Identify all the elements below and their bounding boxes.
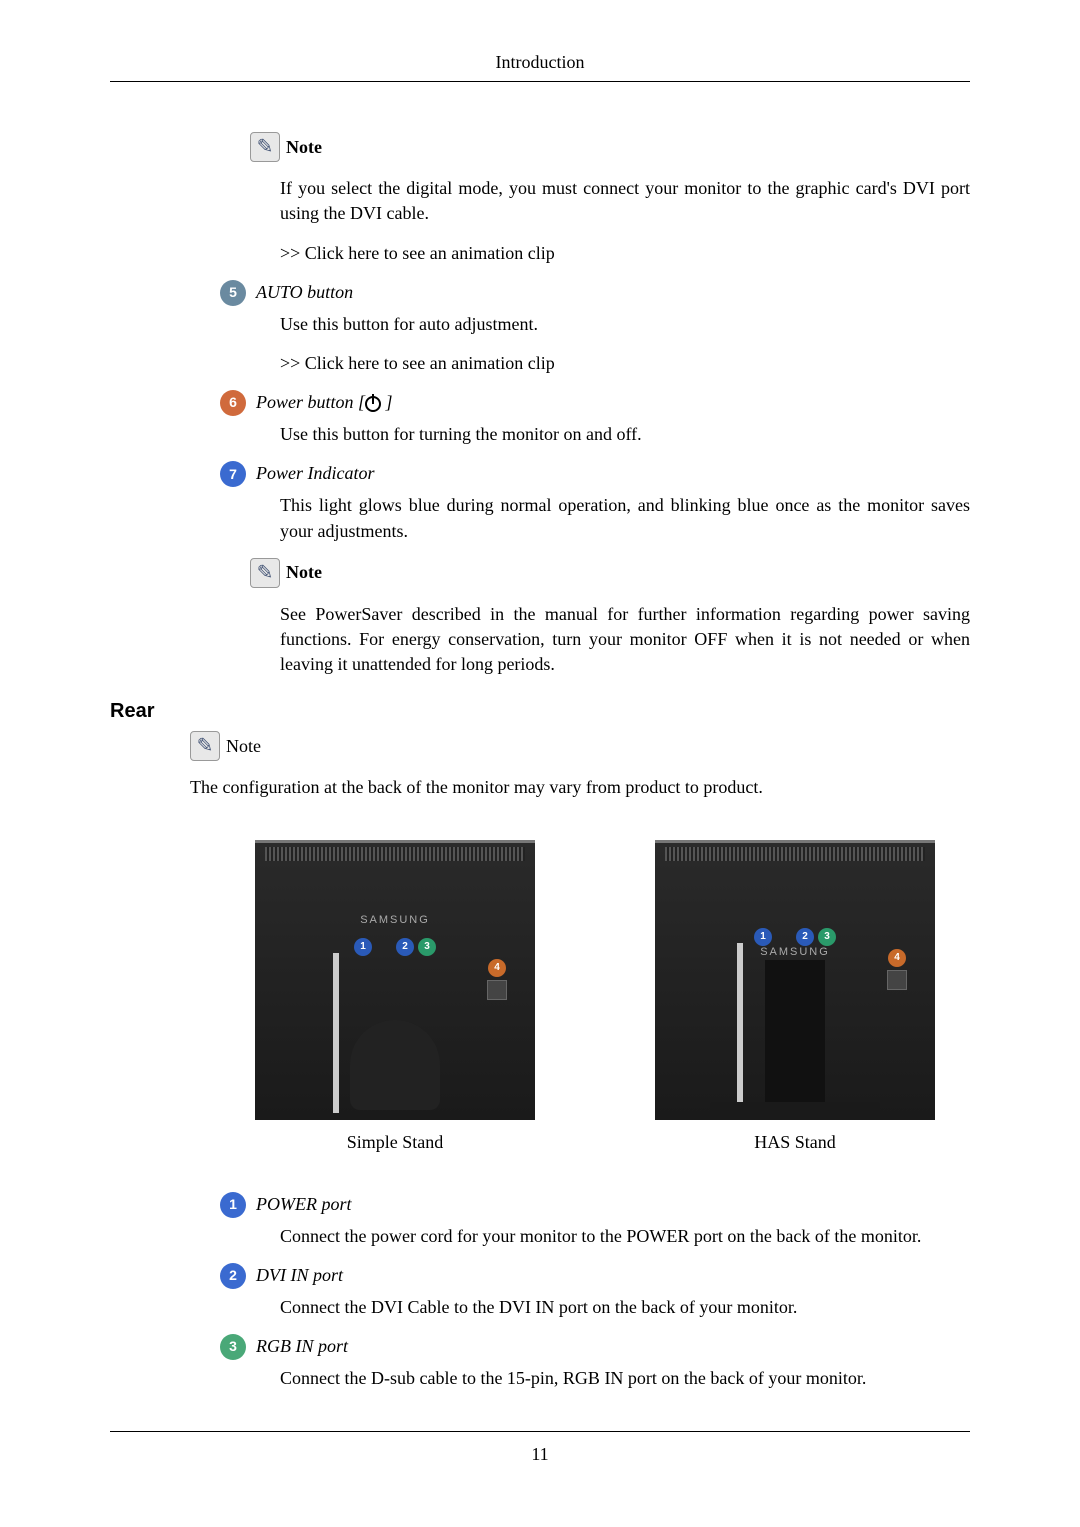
note-icon: ✎ [250, 558, 280, 588]
caption-row: Simple Stand HAS Stand [220, 1130, 970, 1155]
mini-badge-1: 1 [754, 928, 772, 946]
port-1-title: POWER port [256, 1192, 351, 1217]
caption-has: HAS Stand [620, 1130, 970, 1155]
port-3-desc: Connect the D-sub cable to the 15-pin, R… [280, 1366, 970, 1391]
port-1-row: 1 POWER port [220, 1192, 970, 1218]
note-block: ✎ Note [250, 132, 970, 162]
note-icon: ✎ [250, 132, 280, 162]
item-7-title: Power Indicator [256, 461, 375, 486]
brand-label: SAMSUNG [760, 945, 830, 960]
monitor-images-row: SAMSUNG 1 2 3 4 SAMSUNG [220, 840, 970, 1120]
power-icon [365, 396, 381, 412]
brand-label: SAMSUNG [360, 913, 430, 928]
note-label: Note [286, 560, 322, 585]
note-text: See PowerSaver described in the manual f… [280, 602, 970, 678]
item-6-desc: Use this button for turning the monitor … [280, 422, 970, 447]
port-3-title: RGB IN port [256, 1334, 348, 1359]
port-badges: 1 2 3 [655, 928, 935, 946]
port-2-title: DVI IN port [256, 1263, 343, 1288]
mini-badge-4: 4 [488, 959, 506, 977]
badge-3: 3 [220, 1334, 246, 1360]
mini-badge-3: 3 [418, 938, 436, 956]
cable-graphic [333, 953, 339, 1113]
note-label: Note [286, 135, 322, 160]
rear-heading: Rear [110, 697, 970, 725]
item-7-desc: This light glows blue during normal oper… [280, 493, 970, 543]
lock-area: 4 [887, 949, 907, 990]
animation-link[interactable]: >> Click here to see an animation clip [280, 351, 970, 376]
port-1-desc: Connect the power cord for your monitor … [280, 1224, 970, 1249]
cable-graphic [737, 943, 743, 1103]
mini-badge-1: 1 [354, 938, 372, 956]
port-3-row: 3 RGB IN port [220, 1334, 970, 1360]
badge-6: 6 [220, 390, 246, 416]
badge-7: 7 [220, 461, 246, 487]
monitor-simple-stand: SAMSUNG 1 2 3 4 [220, 840, 570, 1120]
item-5-row: 5 AUTO button [220, 280, 970, 306]
badge-1: 1 [220, 1192, 246, 1218]
item-6-suffix: ] [381, 392, 393, 412]
port-badges: 1 2 3 [255, 938, 535, 956]
animation-link[interactable]: >> Click here to see an animation clip [280, 241, 970, 266]
page-header: Introduction [110, 50, 970, 82]
lock-icon [887, 970, 907, 990]
page-footer: 11 [110, 1431, 970, 1467]
stand-pole [765, 960, 825, 1120]
lock-icon [487, 980, 507, 1000]
stand-base [710, 1102, 880, 1120]
item-7-row: 7 Power Indicator [220, 461, 970, 487]
port-2-desc: Connect the DVI Cable to the DVI IN port… [280, 1295, 970, 1320]
rear-note-text: The configuration at the back of the mon… [190, 775, 970, 800]
caption-simple: Simple Stand [220, 1130, 570, 1155]
item-6-prefix: Power button [ [256, 392, 365, 412]
mini-badge-3: 3 [818, 928, 836, 946]
badge-2: 2 [220, 1263, 246, 1289]
note-label: Note [226, 734, 261, 759]
vent-graphic [665, 847, 925, 861]
mini-badge-2: 2 [396, 938, 414, 956]
item-5-title: AUTO button [256, 280, 353, 305]
port-2-row: 2 DVI IN port [220, 1263, 970, 1289]
mini-badge-4: 4 [888, 949, 906, 967]
mini-badge-2: 2 [796, 928, 814, 946]
badge-5: 5 [220, 280, 246, 306]
page-number: 11 [531, 1444, 548, 1464]
lock-area: 4 [487, 959, 507, 1000]
item-5-desc: Use this button for auto adjustment. [280, 312, 970, 337]
note-text: If you select the digital mode, you must… [280, 176, 970, 226]
vent-graphic [265, 847, 525, 861]
note-block: ✎ Note [190, 731, 970, 761]
item-6-row: 6 Power button [ ] [220, 390, 970, 416]
stand-graphic [350, 1020, 440, 1110]
note-block: ✎ Note [250, 558, 970, 588]
monitor-has-stand: SAMSUNG 1 2 3 4 [620, 840, 970, 1120]
note-icon: ✎ [190, 731, 220, 761]
item-6-title: Power button [ ] [256, 390, 393, 415]
